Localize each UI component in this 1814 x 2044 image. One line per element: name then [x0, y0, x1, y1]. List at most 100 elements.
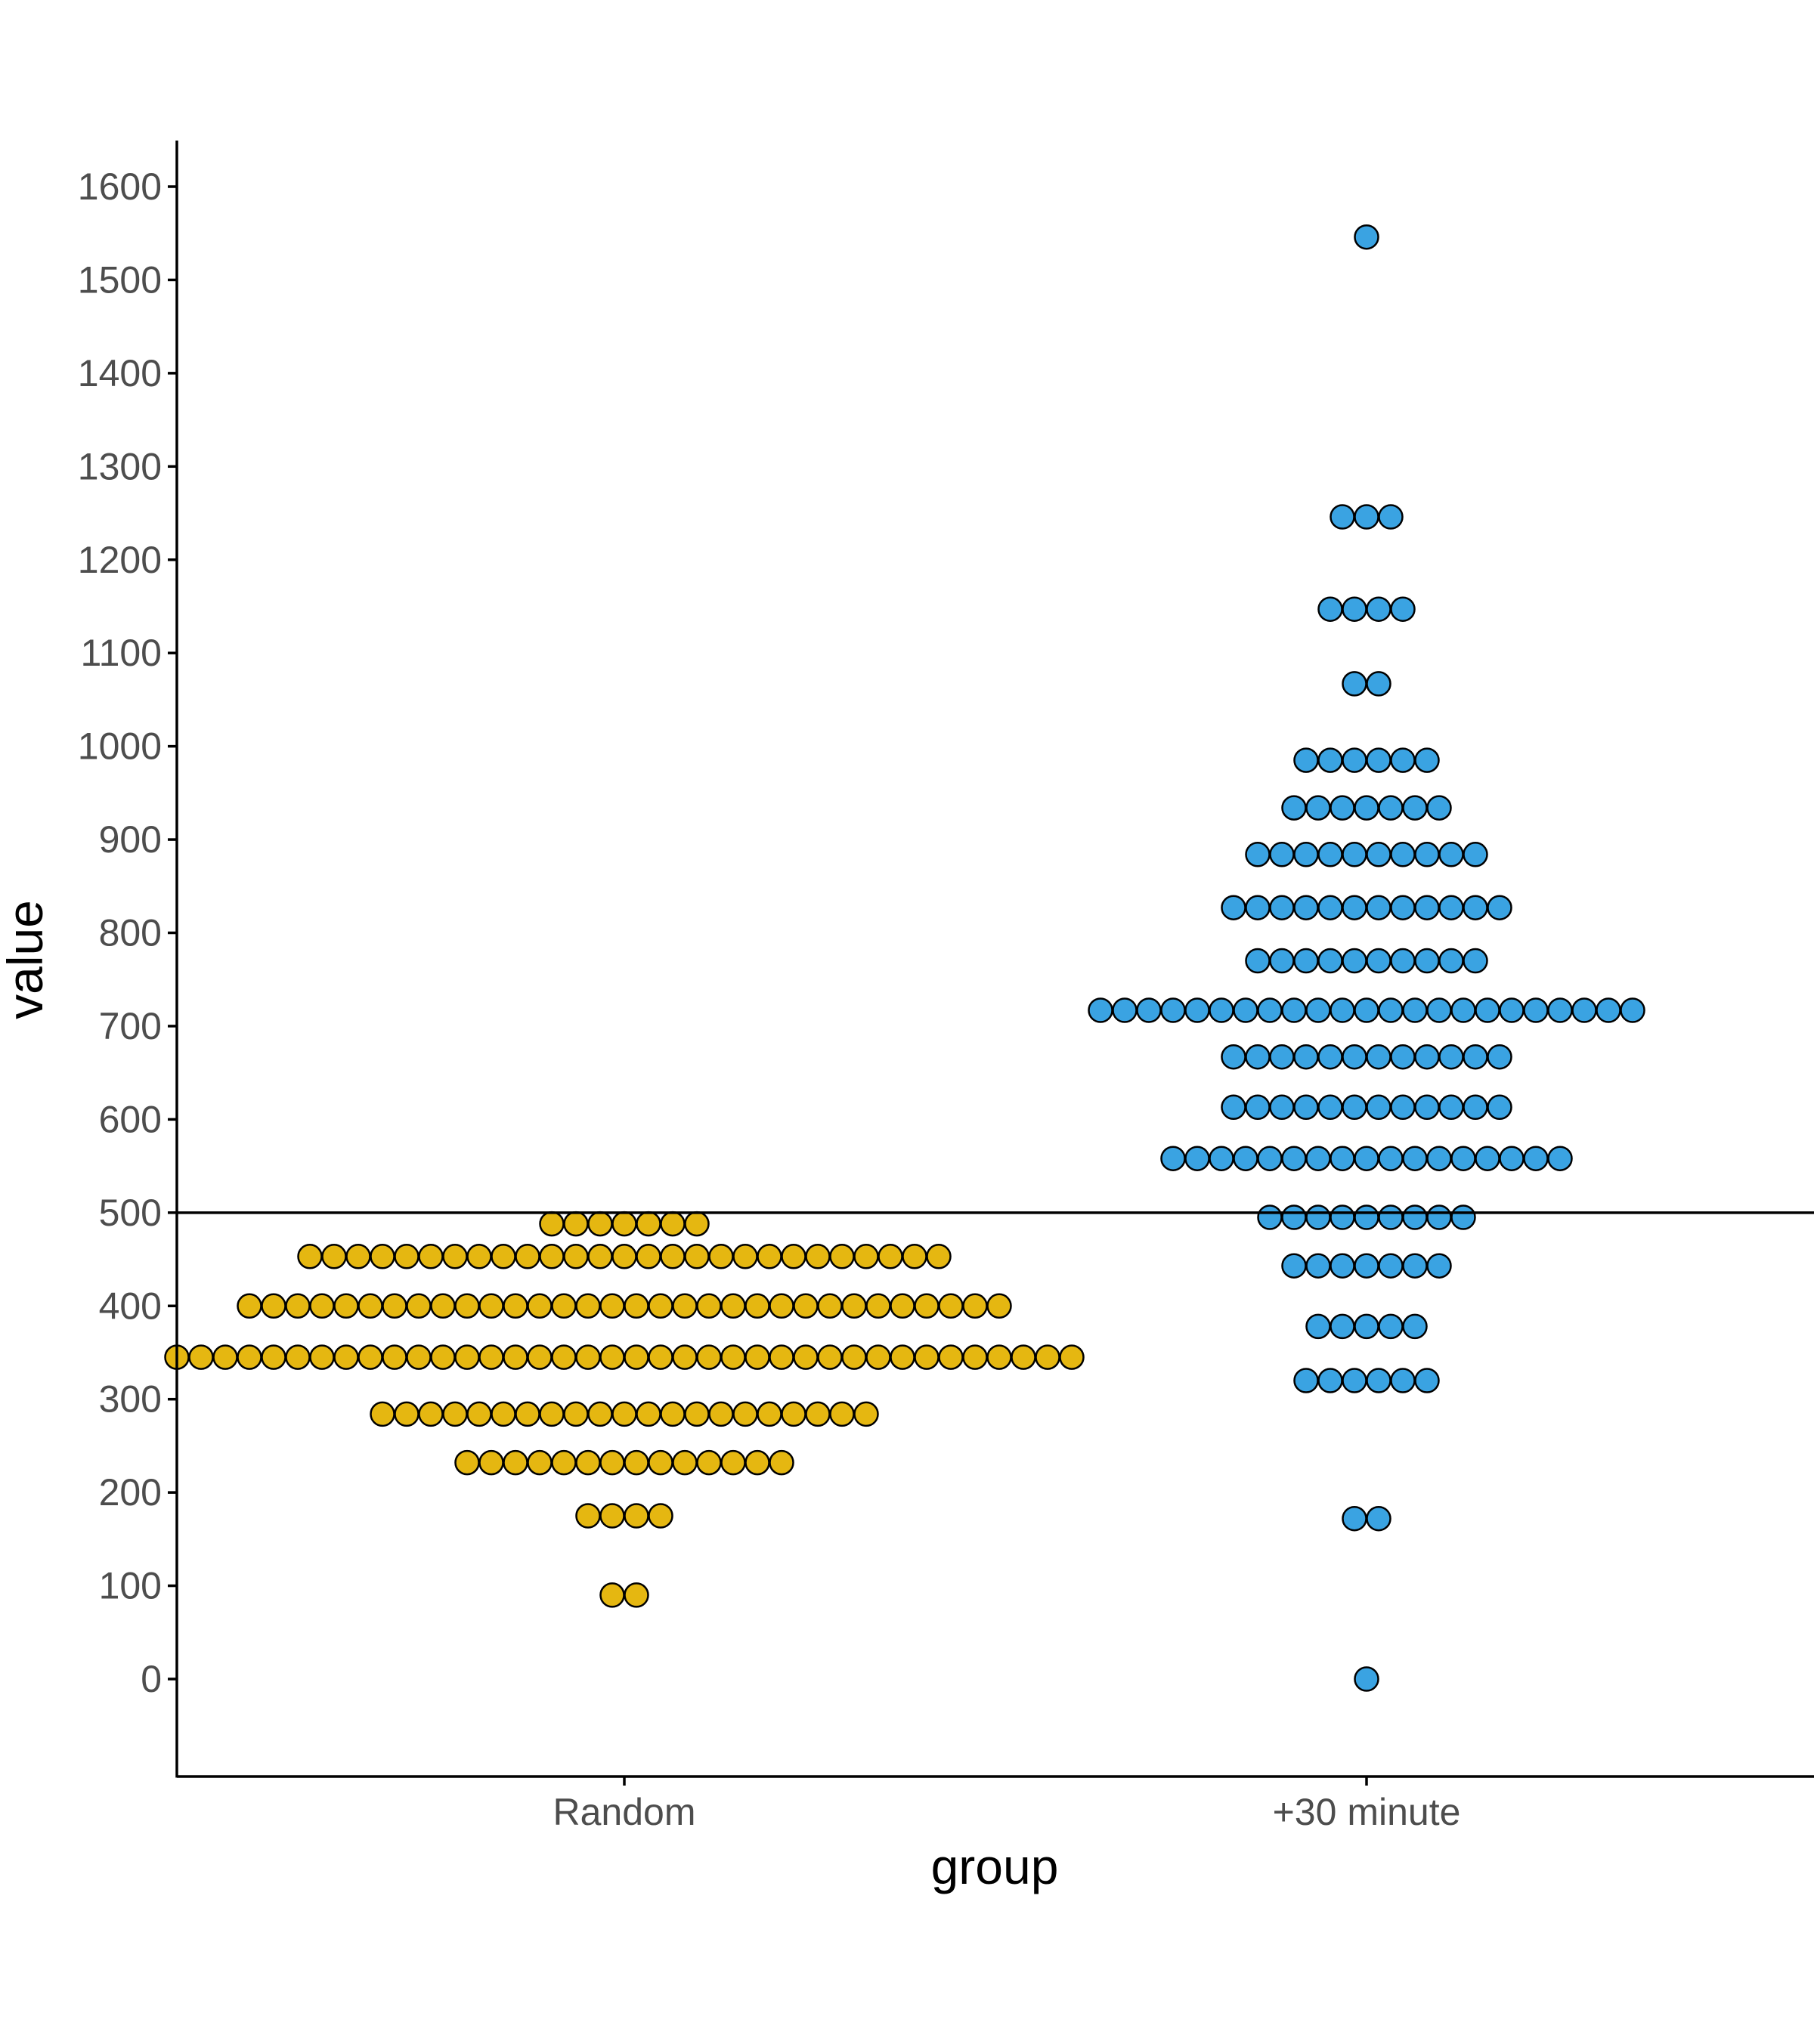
dot-random [890, 1344, 915, 1370]
dot-30-minute [1293, 1368, 1319, 1393]
dot-30-minute [1354, 1666, 1379, 1692]
dot-30-minute [1378, 504, 1404, 530]
dot-random [624, 1449, 649, 1476]
dot-30-minute [1438, 1094, 1464, 1121]
dot-30-minute [1317, 596, 1343, 622]
dot-random [563, 1401, 589, 1427]
dot-random [648, 1503, 673, 1529]
dot-random [865, 1293, 891, 1319]
dot-30-minute [1487, 1044, 1512, 1070]
dot-random [575, 1344, 601, 1370]
dot-random [611, 1244, 637, 1269]
dot-random [962, 1344, 988, 1370]
dot-random [708, 1401, 734, 1427]
dot-30-minute [1366, 895, 1391, 920]
dot-random [333, 1293, 359, 1319]
dot-random [624, 1344, 649, 1370]
dot-random [527, 1449, 553, 1476]
dot-30-minute [1330, 997, 1355, 1023]
dot-random [890, 1293, 915, 1319]
dot-30-minute [1402, 997, 1428, 1023]
dot-30-minute [1596, 997, 1621, 1023]
dot-30-minute [1233, 997, 1258, 1023]
dot-random [503, 1293, 528, 1319]
dot-30-minute [1281, 997, 1307, 1023]
dot-random [551, 1344, 577, 1370]
dot-random [624, 1293, 649, 1319]
dot-random [938, 1293, 964, 1319]
dot-random [261, 1293, 286, 1319]
dot-random [611, 1211, 637, 1237]
dot-random [345, 1244, 371, 1269]
y-tick-label: 700 [99, 1005, 162, 1047]
dot-30-minute [1245, 1094, 1271, 1121]
dot-30-minute [1450, 1204, 1476, 1230]
dot-30-minute [1499, 1146, 1525, 1171]
dot-30-minute [1463, 895, 1488, 920]
dot-30-minute [1487, 1094, 1512, 1121]
y-tick-label: 1000 [78, 725, 162, 768]
dot-random [527, 1293, 553, 1319]
dot-30-minute [1378, 1313, 1404, 1340]
x-tick-label: +30 minute [1273, 1791, 1461, 1833]
dot-random [418, 1244, 444, 1269]
dot-30-minute [1269, 842, 1295, 867]
y-tick-label: 400 [99, 1285, 162, 1327]
dot-random [696, 1449, 722, 1476]
dot-random [769, 1449, 794, 1476]
dot-random [672, 1449, 698, 1476]
dot-30-minute [1547, 1146, 1573, 1171]
dot-30-minute [1269, 1094, 1295, 1121]
dot-random [309, 1344, 335, 1370]
dot-random [1035, 1344, 1060, 1370]
dot-random [732, 1244, 758, 1269]
dot-random [793, 1293, 819, 1319]
dot-random [575, 1503, 601, 1529]
dot-30-minute [1293, 842, 1319, 867]
dot-30-minute [1366, 1044, 1391, 1070]
dot-random [853, 1401, 879, 1427]
dot-random [515, 1401, 540, 1427]
dot-random [333, 1344, 359, 1370]
dot-30-minute [1160, 997, 1186, 1023]
dot-30-minute [1366, 747, 1391, 773]
dot-30-minute [1390, 596, 1416, 622]
dot-random [732, 1401, 758, 1427]
y-tick-label: 1300 [78, 445, 162, 487]
dot-30-minute [1281, 1204, 1307, 1230]
dot-random [781, 1244, 806, 1269]
dot-30-minute [1342, 596, 1367, 622]
dot-30-minute [1317, 895, 1343, 920]
dot-random [442, 1401, 468, 1427]
dot-30-minute [1390, 948, 1416, 974]
dot-random [926, 1244, 952, 1269]
dot-random [865, 1344, 891, 1370]
dot-random [563, 1244, 589, 1269]
dot-30-minute [1342, 1368, 1367, 1393]
dot-random [599, 1582, 625, 1608]
dot-random [696, 1344, 722, 1370]
dot-random [575, 1293, 601, 1319]
y-tick-label: 900 [99, 818, 162, 861]
dot-random [491, 1244, 516, 1269]
y-tick-label: 500 [99, 1192, 162, 1234]
dot-30-minute [1342, 1094, 1367, 1121]
dot-30-minute [1305, 997, 1331, 1023]
dot-30-minute [1330, 1204, 1355, 1230]
dot-30-minute [1330, 1253, 1355, 1279]
dot-30-minute [1209, 997, 1234, 1023]
dot-random [466, 1244, 492, 1269]
dot-30-minute [1330, 1146, 1355, 1171]
dot-30-minute [1390, 895, 1416, 920]
dot-30-minute [1366, 1368, 1391, 1393]
dot-30-minute [1305, 1204, 1331, 1230]
dot-random [466, 1401, 492, 1427]
dot-30-minute [1317, 1368, 1343, 1393]
dot-30-minute [1438, 895, 1464, 920]
dot-random [660, 1211, 686, 1237]
dot-30-minute [1184, 1146, 1210, 1171]
dot-random [551, 1293, 577, 1319]
dot-30-minute [1390, 1044, 1416, 1070]
dot-random [624, 1582, 649, 1608]
